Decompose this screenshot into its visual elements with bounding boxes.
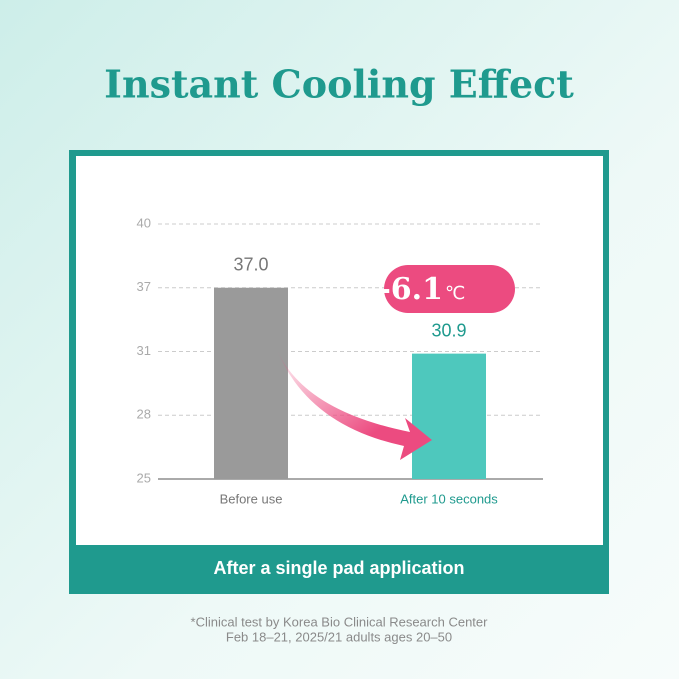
- y-tick-label: 28: [137, 407, 151, 422]
- y-tick-label: 40: [137, 215, 151, 230]
- y-tick-label: 31: [137, 343, 151, 358]
- footnote: Feb 18–21, 2025/21 adults ages 20–50: [226, 629, 452, 644]
- bar: [412, 353, 486, 479]
- plot-panel: [76, 156, 603, 545]
- x-tick-label: Before use: [220, 491, 283, 506]
- caption: After a single pad application: [213, 558, 464, 578]
- bar: [214, 287, 288, 479]
- delta-badge: [384, 265, 515, 313]
- chart-title: Instant Cooling Effect: [104, 62, 574, 107]
- y-tick-label: 25: [137, 470, 151, 485]
- delta-unit: ℃: [445, 283, 465, 303]
- x-tick-label: After 10 seconds: [400, 491, 498, 506]
- delta-value: -6.1: [378, 272, 443, 307]
- value-label: 30.9: [431, 320, 466, 340]
- value-label: 37.0: [233, 255, 268, 275]
- y-tick-label: 37: [137, 279, 151, 294]
- arrow: [275, 345, 432, 460]
- footnote: *Clinical test by Korea Bio Clinical Res…: [191, 614, 489, 629]
- plot: 25 28 31 37 40 Before use 37.0 After 10 seconds…: [137, 215, 543, 506]
